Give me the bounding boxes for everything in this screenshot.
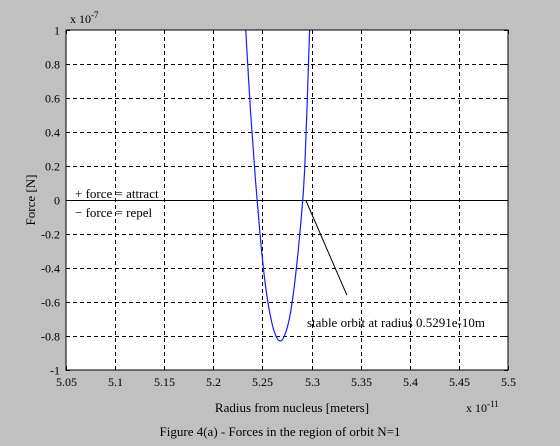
x-axis-label: Radius from nucleus [meters] bbox=[215, 400, 369, 415]
x-tick-label: 5.1 bbox=[108, 375, 123, 389]
figure-caption: Figure 4(a) - Forces in the region of or… bbox=[159, 424, 401, 439]
y-tick-label: -0.2 bbox=[41, 228, 60, 242]
force-chart: 1 0.8 0.6 0.4 0.2 0 -0.2 -0.4 -0.6 -0.8 -1 5.05 5.1… bbox=[23, 10, 516, 415]
y-tick-label: 0.8 bbox=[45, 58, 60, 72]
x-exponent-label: x 10-11 bbox=[466, 399, 499, 415]
y-tick-label: 1 bbox=[54, 24, 60, 38]
x-tick-label: 5.35 bbox=[351, 375, 372, 389]
stable-orbit-pointer bbox=[305, 199, 348, 296]
attract-annotation: + force = attract bbox=[75, 186, 159, 201]
y-axis-label: Force [N] bbox=[23, 175, 38, 226]
x-tick-label: 5.3 bbox=[305, 375, 320, 389]
y-tick-label: -0.4 bbox=[41, 262, 60, 276]
x-tick-label: 5.15 bbox=[154, 375, 175, 389]
force-curve bbox=[245, 29, 311, 342]
y-exponent-label: x 10-7 bbox=[70, 10, 99, 26]
repel-annotation: − force = repel bbox=[75, 205, 152, 220]
y-tick-label: -1 bbox=[50, 364, 60, 378]
x-tick-label: 5.5 bbox=[501, 375, 516, 389]
y-tick-label: 0.2 bbox=[45, 160, 60, 174]
x-tick-label: 5.25 bbox=[252, 375, 273, 389]
y-tick-label: 0.4 bbox=[45, 126, 60, 140]
x-tick-label: 5.45 bbox=[449, 375, 470, 389]
y-tick-label: 0.6 bbox=[45, 92, 60, 106]
y-tick-label: -0.8 bbox=[41, 330, 60, 344]
y-tick-label: 0 bbox=[54, 194, 60, 208]
x-tick-label: 5.2 bbox=[206, 375, 221, 389]
stable-orbit-annotation: stable orbit at radius 0.5291e-10m bbox=[307, 315, 485, 330]
x-tick-label: 5.4 bbox=[403, 375, 418, 389]
y-tick-label: -0.6 bbox=[41, 296, 60, 310]
x-tick-label: 5.05 bbox=[56, 375, 77, 389]
